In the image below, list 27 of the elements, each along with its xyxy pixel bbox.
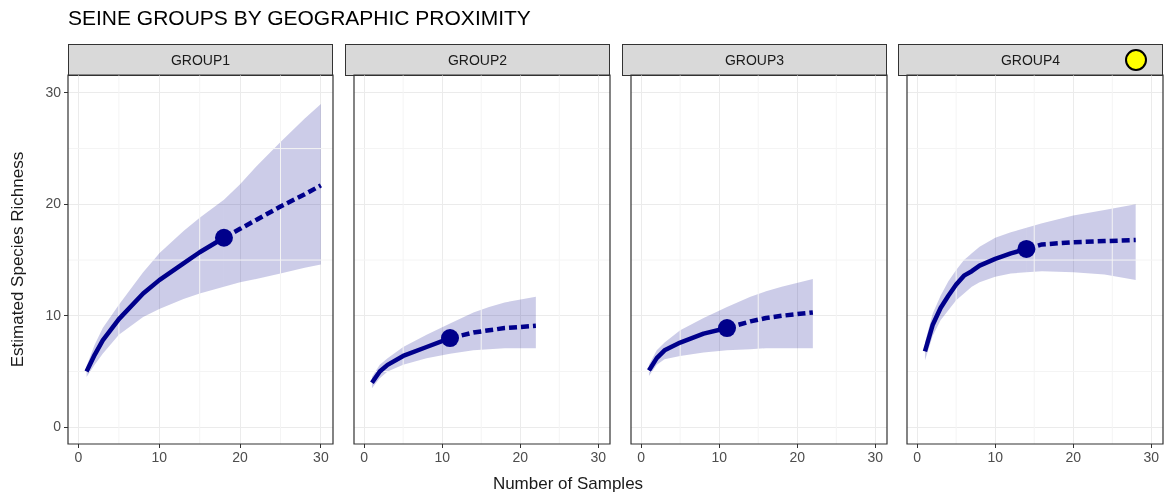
y-tick-label: 0 xyxy=(53,418,62,435)
chart-subtitle: GROUP2 xyxy=(345,44,610,76)
x-tick-label: 0 xyxy=(360,449,369,466)
x-tick-label: 20 xyxy=(512,449,529,466)
x-tick-label: 10 xyxy=(151,449,168,466)
x-tick-label: 30 xyxy=(867,449,884,466)
x-tick-label: 20 xyxy=(789,449,806,466)
chart-subtitle: GROUP3 xyxy=(622,44,887,76)
y-tick-label: 10 xyxy=(45,306,62,323)
x-tick-label: 30 xyxy=(313,449,329,466)
chart-subtitle: GROUP4 xyxy=(898,44,1163,76)
x-tick-label: 20 xyxy=(1065,449,1082,466)
x-tick-label: 30 xyxy=(590,449,607,466)
x-axis-title: Number of Samples xyxy=(491,474,645,494)
x-tick-label: 0 xyxy=(913,449,922,466)
x-tick-label: 10 xyxy=(987,449,1004,466)
x-tick-label: 0 xyxy=(637,449,646,466)
x-tick-label: 10 xyxy=(711,449,728,466)
x-tick-label: 0 xyxy=(74,449,83,466)
x-tick-label: 20 xyxy=(232,449,249,466)
chart-subtitle: GROUP1 xyxy=(68,44,333,76)
y-tick-label: 30 xyxy=(45,83,62,100)
x-tick-label: 10 xyxy=(434,449,451,466)
y-tick-label: 20 xyxy=(45,195,62,212)
x-tick-label: 30 xyxy=(1143,449,1160,466)
chart-title: SEINE GROUPS BY GEOGRAPHIC PROXIMITY xyxy=(68,6,531,30)
y-axis-title: Estimated Species Richness xyxy=(7,151,27,368)
